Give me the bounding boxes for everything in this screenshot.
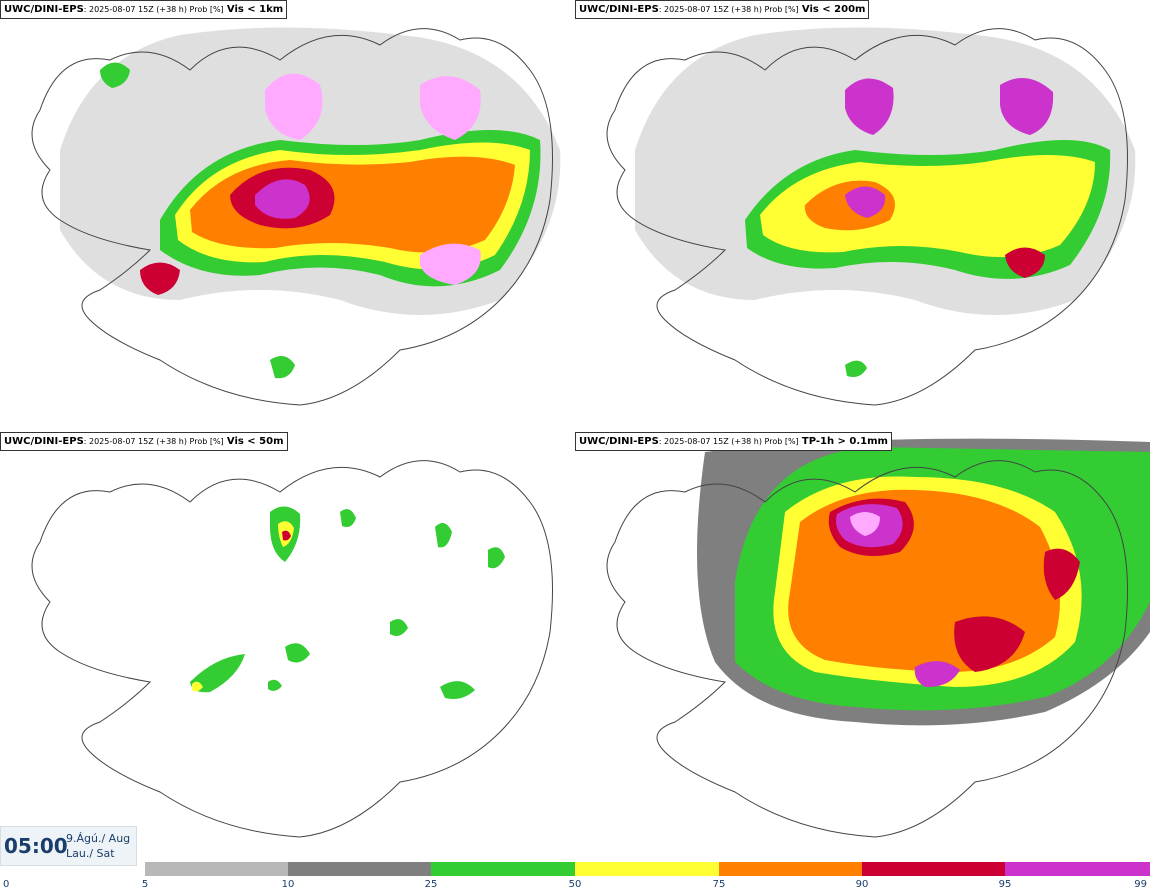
- panel-title: UWC/DINI-EPS: 2025-08-07 15Z (+38 h) Pro…: [575, 0, 870, 19]
- coastline: [31, 28, 553, 406]
- map-panel-vis-200m: UWC/DINI-EPS: 2025-08-07 15Z (+38 h) Pro…: [575, 0, 1150, 432]
- coastline: [606, 28, 1128, 406]
- coastline: [606, 460, 1128, 838]
- panel-title: UWC/DINI-EPS: 2025-08-07 15Z (+38 h) Pro…: [0, 432, 288, 451]
- iceland-map: [606, 438, 1150, 838]
- panel-title: UWC/DINI-EPS: 2025-08-07 15Z (+38 h) Pro…: [0, 0, 288, 19]
- legend-swatch-50: [575, 862, 719, 876]
- probability-field: [60, 27, 561, 379]
- legend-swatch-75: [719, 862, 862, 876]
- panel-title: UWC/DINI-EPS: 2025-08-07 15Z (+38 h) Pro…: [575, 432, 892, 451]
- legend-tick-50: 50: [569, 879, 582, 890]
- map-panel-tp-1h: UWC/DINI-EPS: 2025-08-07 15Z (+38 h) Pro…: [575, 432, 1150, 864]
- iceland-map: [31, 27, 561, 406]
- probability-field: [635, 27, 1136, 377]
- legend-tick-10: 10: [282, 879, 295, 890]
- legend-swatch-95: [1005, 862, 1150, 876]
- legend-swatch-90: [862, 862, 1005, 876]
- valid-time: 05:00: [4, 834, 68, 858]
- legend-tick-95: 95: [999, 879, 1012, 890]
- legend-tick-5: 5: [142, 879, 148, 890]
- legend-tick-0: 0: [3, 879, 9, 890]
- legend-tick-90: 90: [856, 879, 869, 890]
- valid-date-line1: 9.Ágú./ Aug: [66, 832, 131, 845]
- valid-time-box: 05:00 9.Ágú./ Aug Lau./ Sat: [0, 826, 137, 866]
- iceland-map: [31, 460, 553, 838]
- legend-tick-75: 75: [713, 879, 726, 890]
- map-panel-vis-50m: UWC/DINI-EPS: 2025-08-07 15Z (+38 h) Pro…: [0, 432, 575, 864]
- legend-tick-25: 25: [425, 879, 438, 890]
- probability-field: [190, 506, 505, 699]
- colorbar-legend: 0 5 10 25 50 75 90 95 99: [3, 862, 1150, 890]
- legend-swatch-25: [431, 862, 575, 876]
- valid-date-line2: Lau./ Sat: [66, 847, 115, 860]
- iceland-map: [606, 27, 1136, 406]
- valid-date: 9.Ágú./ Aug Lau./ Sat: [66, 831, 130, 861]
- coastline: [31, 460, 553, 838]
- legend-swatch-10: [288, 862, 431, 876]
- legend-tick-99: 99: [1134, 879, 1147, 890]
- legend-swatch-5: [145, 862, 288, 876]
- probability-field: [697, 438, 1150, 726]
- map-panel-vis-1km: UWC/DINI-EPS: 2025-08-07 15Z (+38 h) Pro…: [0, 0, 575, 432]
